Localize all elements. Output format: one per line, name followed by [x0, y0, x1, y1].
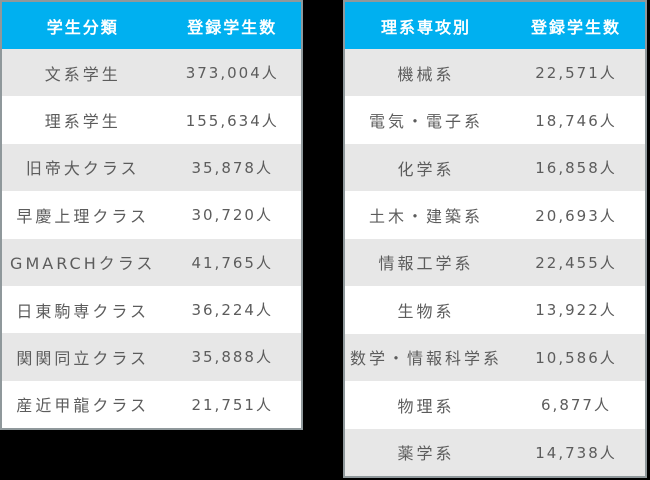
row-label: 産近甲龍クラス: [16, 396, 150, 416]
row-value: 6,877人: [541, 396, 611, 415]
row-value: 30,720人: [191, 206, 273, 225]
student-category-table: 学生分類 登録学生数 文系学生 373,004人 理系学生 155,634人 旧…: [0, 0, 303, 430]
row-value: 22,455人: [535, 253, 617, 272]
row-label: 薬学系: [397, 444, 455, 464]
table-row: 産近甲龍クラス 21,751人: [2, 380, 301, 428]
row-label: 情報工学系: [378, 254, 474, 274]
row-label: GMARCHクラス: [10, 254, 156, 274]
row-label: 旧帝大クラス: [25, 159, 140, 179]
row-value: 41,765人: [191, 253, 273, 272]
row-label: 文系学生: [44, 64, 121, 84]
table-header-row: 理系専攻別 登録学生数: [345, 2, 645, 49]
table-row: 旧帝大クラス 35,878人: [2, 143, 301, 192]
row-value: 21,751人: [191, 395, 273, 414]
table-row: 理系学生 155,634人: [2, 96, 301, 144]
table-row: 土木・建築系 20,693人: [345, 191, 645, 239]
column-header-science-major: 理系専攻別: [380, 17, 471, 37]
table-body: 機械系 22,571人 電気・電子系 18,746人 化学系 16,858人 土…: [345, 49, 645, 476]
row-value: 36,224人: [191, 301, 273, 320]
table-row: 関関同立クラス 35,888人: [2, 333, 301, 381]
row-value: 35,888人: [191, 348, 273, 367]
table-row: 文系学生 373,004人: [2, 49, 301, 97]
table-row: 数学・情報科学系 10,586人: [345, 333, 645, 382]
row-label: 機械系: [397, 64, 455, 84]
row-label: 理系学生: [44, 112, 121, 132]
table-header-row: 学生分類 登録学生数: [2, 2, 301, 49]
row-label: 数学・情報科学系: [349, 349, 502, 369]
row-value: 10,586人: [535, 348, 617, 367]
science-major-table: 理系専攻別 登録学生数 機械系 22,571人 電気・電子系 18,746人 化…: [343, 0, 647, 478]
table-row: 生物系 13,922人: [345, 286, 645, 334]
table-row: 早慶上理クラス 30,720人: [2, 191, 301, 239]
table-row: 化学系 16,858人: [345, 143, 645, 192]
row-label: 関関同立クラス: [16, 348, 150, 368]
column-header-student-category: 学生分類: [46, 17, 119, 37]
row-label: 物理系: [397, 396, 455, 416]
table-body: 文系学生 373,004人 理系学生 155,634人 旧帝大クラス 35,87…: [2, 49, 301, 428]
row-value: 13,922人: [535, 301, 617, 320]
table-row: 機械系 22,571人: [345, 49, 645, 97]
row-value: 373,004人: [185, 64, 279, 83]
row-value: 155,634人: [185, 111, 279, 130]
row-label: 電気・電子系: [368, 112, 483, 132]
table-row: 情報工学系 22,455人: [345, 238, 645, 287]
row-value: 35,878人: [191, 158, 273, 177]
table-row: 電気・電子系 18,746人: [345, 96, 645, 144]
table-row: 薬学系 14,738人: [345, 428, 645, 476]
row-value: 14,738人: [535, 443, 617, 462]
row-value: 18,746人: [535, 111, 617, 130]
row-value: 22,571人: [535, 64, 617, 83]
table-row: 日東駒専クラス 36,224人: [2, 285, 301, 334]
table-row: GMARCHクラス 41,765人: [2, 238, 301, 286]
row-label: 日東駒専クラス: [16, 301, 150, 321]
row-label: 生物系: [397, 301, 455, 321]
row-label: 土木・建築系: [368, 207, 483, 227]
column-header-registered-count: 登録学生数: [530, 17, 621, 37]
row-value: 20,693人: [535, 206, 617, 225]
table-row: 物理系 6,877人: [345, 381, 645, 429]
row-label: 早慶上理クラス: [16, 206, 150, 226]
row-label: 化学系: [397, 159, 455, 179]
column-header-registered-count: 登録学生数: [187, 17, 278, 37]
row-value: 16,858人: [535, 159, 617, 178]
